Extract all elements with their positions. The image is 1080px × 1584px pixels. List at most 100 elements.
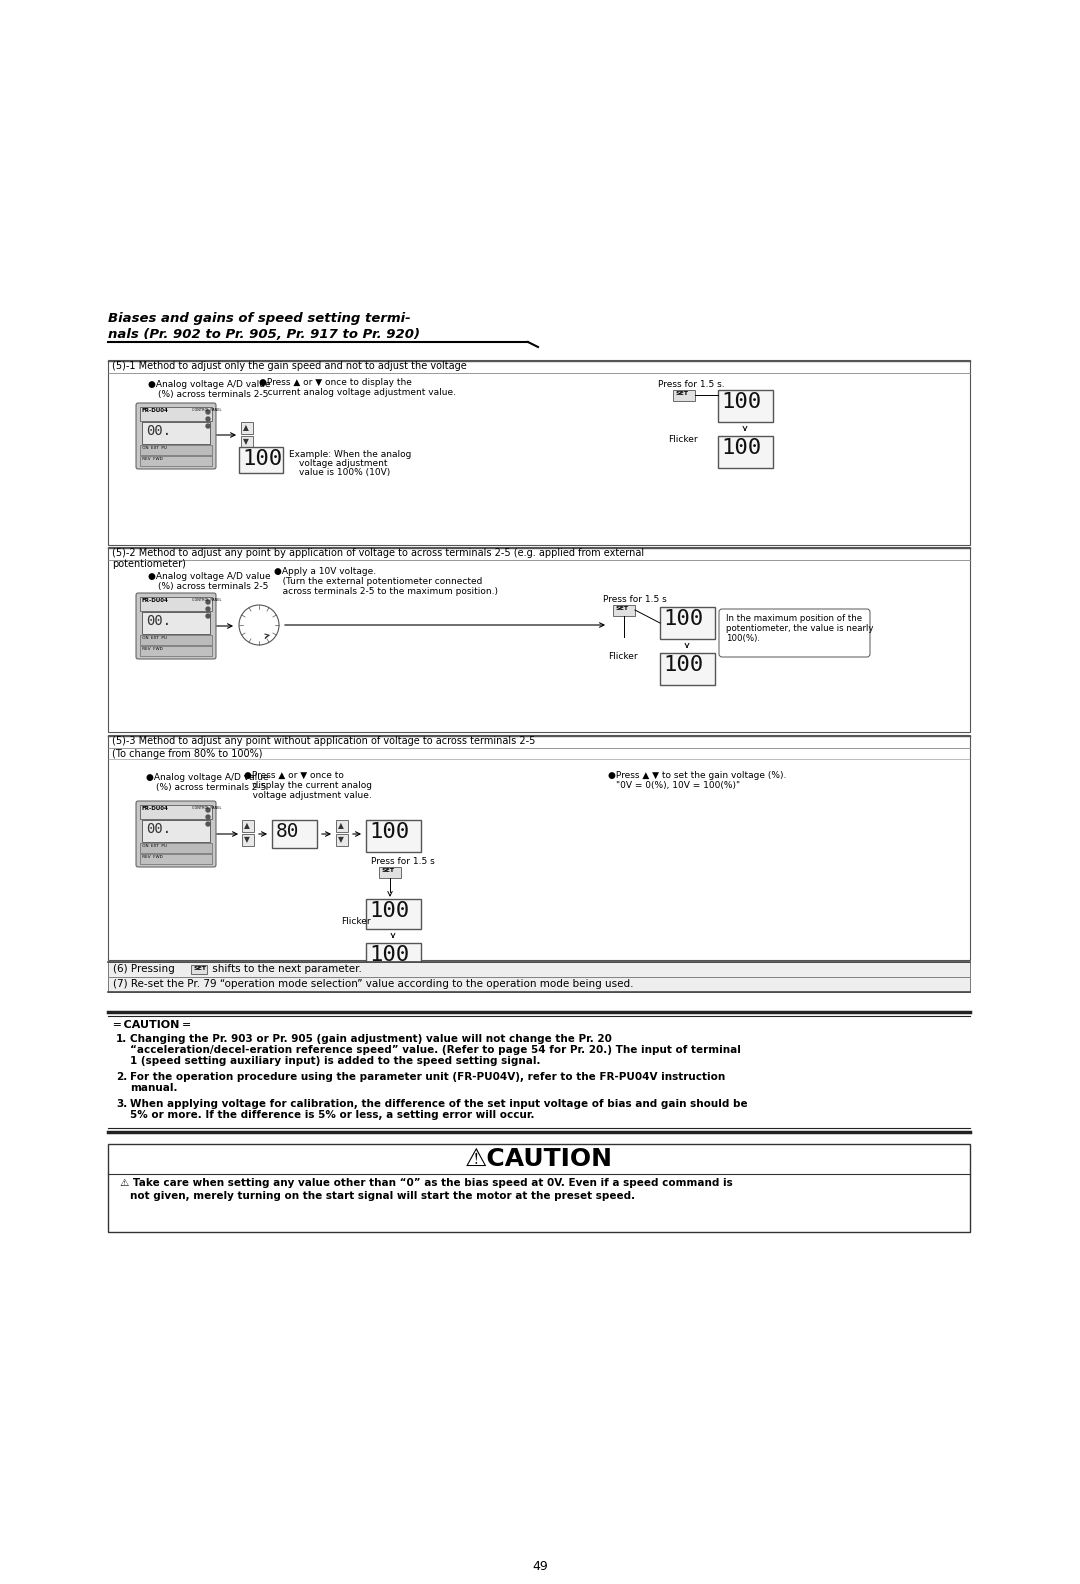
Text: Example: When the analog: Example: When the analog (289, 450, 411, 459)
Bar (366, 900, 421, 928)
Text: For the operation procedure using the parameter unit (FR-PU04V), refer to the FR: For the operation procedure using the pa… (130, 1072, 726, 1082)
Text: ●Press ▲ ▼ to set the gain voltage (%).: ●Press ▲ ▼ to set the gain voltage (%). (608, 771, 786, 779)
Bar (140, 805, 212, 819)
Bar (242, 821, 254, 832)
Bar (140, 456, 212, 466)
Bar (673, 390, 696, 401)
Bar (108, 977, 970, 992)
Bar (140, 646, 212, 656)
Bar (140, 843, 212, 854)
Bar (141, 821, 210, 843)
Text: 2.: 2. (116, 1072, 127, 1082)
Text: 00.: 00. (146, 615, 171, 627)
Bar (660, 653, 715, 684)
Text: ▲: ▲ (243, 423, 248, 432)
Text: Press for 1.5 s.: Press for 1.5 s. (658, 380, 725, 390)
Bar (141, 421, 210, 444)
Text: 80: 80 (276, 822, 299, 841)
Text: 100: 100 (663, 656, 703, 675)
Text: ●Apply a 10V voltage.: ●Apply a 10V voltage. (274, 567, 376, 577)
Text: Changing the Pr. 903 or Pr. 905 (gain adjustment) value will not change the Pr. : Changing the Pr. 903 or Pr. 905 (gain ad… (130, 1034, 612, 1044)
Text: ▲: ▲ (244, 821, 249, 830)
Text: Flicker: Flicker (341, 917, 370, 927)
Text: 3.: 3. (116, 1099, 127, 1109)
Text: ▼: ▼ (243, 437, 248, 447)
Text: 1.: 1. (116, 1034, 127, 1044)
Text: ON  EXT  PU: ON EXT PU (141, 844, 167, 847)
Text: manual.: manual. (130, 1083, 177, 1093)
Text: REV  FWD: REV FWD (141, 855, 163, 859)
Text: 100: 100 (721, 391, 761, 412)
Text: ●Analog voltage A/D value: ●Analog voltage A/D value (146, 773, 269, 782)
Text: 00.: 00. (146, 822, 171, 836)
Text: SET: SET (616, 607, 629, 611)
FancyBboxPatch shape (719, 608, 870, 657)
Text: SET: SET (194, 966, 207, 971)
Text: FR-DU04: FR-DU04 (141, 806, 168, 811)
Text: 100: 100 (721, 439, 761, 458)
Bar (140, 445, 212, 455)
Text: voltage adjustment: voltage adjustment (299, 459, 388, 467)
Text: CONTROL PANEL: CONTROL PANEL (192, 409, 221, 412)
Text: ═ CAUTION ═: ═ CAUTION ═ (113, 1020, 190, 1030)
Text: (%) across terminals 2-5: (%) across terminals 2-5 (158, 581, 268, 591)
Bar (239, 447, 283, 474)
Text: ●Analog voltage A/D value: ●Analog voltage A/D value (148, 572, 271, 581)
Circle shape (206, 607, 210, 611)
Circle shape (206, 822, 210, 825)
Bar (191, 965, 207, 974)
Text: (5)-2 Method to adjust any point by application of voltage to across terminals 2: (5)-2 Method to adjust any point by appl… (112, 548, 644, 558)
Text: Biases and gains of speed setting termi-: Biases and gains of speed setting termi- (108, 312, 410, 325)
Bar (718, 436, 773, 467)
Text: ⚠CAUTION: ⚠CAUTION (465, 1147, 613, 1171)
Bar (108, 961, 970, 977)
Bar (336, 835, 348, 846)
Text: When applying voltage for calibration, the difference of the set input voltage o: When applying voltage for calibration, t… (130, 1099, 747, 1109)
Bar (718, 390, 773, 421)
Text: FR-DU04: FR-DU04 (141, 409, 168, 413)
Text: CONTROL PANEL: CONTROL PANEL (192, 806, 221, 809)
Circle shape (206, 410, 210, 413)
Text: potentiometer, the value is nearly: potentiometer, the value is nearly (726, 624, 874, 634)
Circle shape (206, 417, 210, 421)
Text: ▲: ▲ (338, 821, 343, 830)
Circle shape (206, 425, 210, 428)
Text: potentiometer): potentiometer) (112, 559, 186, 569)
Text: value is 100% (10V): value is 100% (10V) (299, 467, 390, 477)
Text: Flicker: Flicker (669, 436, 698, 444)
Text: SET: SET (676, 391, 689, 396)
Text: In the maximum position of the: In the maximum position of the (726, 615, 862, 623)
Text: 1 (speed setting auxiliary input) is added to the speed setting signal.: 1 (speed setting auxiliary input) is add… (130, 1057, 540, 1066)
Text: ●Press ▲ or ▼ once to display the: ●Press ▲ or ▼ once to display the (259, 379, 411, 386)
Bar (272, 821, 318, 847)
Circle shape (206, 600, 210, 604)
Text: 100: 100 (369, 946, 409, 965)
Text: SET: SET (382, 868, 395, 873)
Bar (140, 635, 212, 645)
Bar (366, 821, 421, 852)
Text: not given, merely turning on the start signal will start the motor at the preset: not given, merely turning on the start s… (130, 1191, 635, 1201)
Bar (140, 854, 212, 863)
Text: (Turn the external potentiometer connected: (Turn the external potentiometer connect… (274, 577, 483, 586)
Text: ●Press ▲ or ▼ once to: ●Press ▲ or ▼ once to (244, 771, 343, 779)
Text: (6) Pressing: (6) Pressing (113, 965, 178, 974)
Text: (5)-1 Method to adjust only the gain speed and not to adjust the voltage: (5)-1 Method to adjust only the gain spe… (112, 361, 467, 371)
Text: 100(%).: 100(%). (726, 634, 760, 643)
Text: 100: 100 (369, 901, 409, 920)
Text: (%) across terminals 2-5: (%) across terminals 2-5 (158, 390, 268, 399)
Bar (242, 835, 254, 846)
Text: Press for 1.5 s: Press for 1.5 s (603, 596, 666, 604)
Bar (141, 611, 210, 634)
Text: current analog voltage adjustment value.: current analog voltage adjustment value. (259, 388, 456, 398)
Text: ON  EXT  PU: ON EXT PU (141, 637, 167, 640)
Text: display the current analog: display the current analog (244, 781, 372, 790)
Bar (140, 407, 212, 421)
FancyBboxPatch shape (136, 592, 216, 659)
Bar (108, 360, 970, 545)
Bar (108, 546, 970, 732)
Text: nals (Pr. 902 to Pr. 905, Pr. 917 to Pr. 920): nals (Pr. 902 to Pr. 905, Pr. 917 to Pr.… (108, 328, 420, 341)
Text: Press for 1.5 s: Press for 1.5 s (372, 857, 435, 866)
Bar (613, 605, 635, 616)
Text: across terminals 2-5 to the maximum position.): across terminals 2-5 to the maximum posi… (274, 588, 498, 596)
Text: ▼: ▼ (338, 835, 343, 844)
